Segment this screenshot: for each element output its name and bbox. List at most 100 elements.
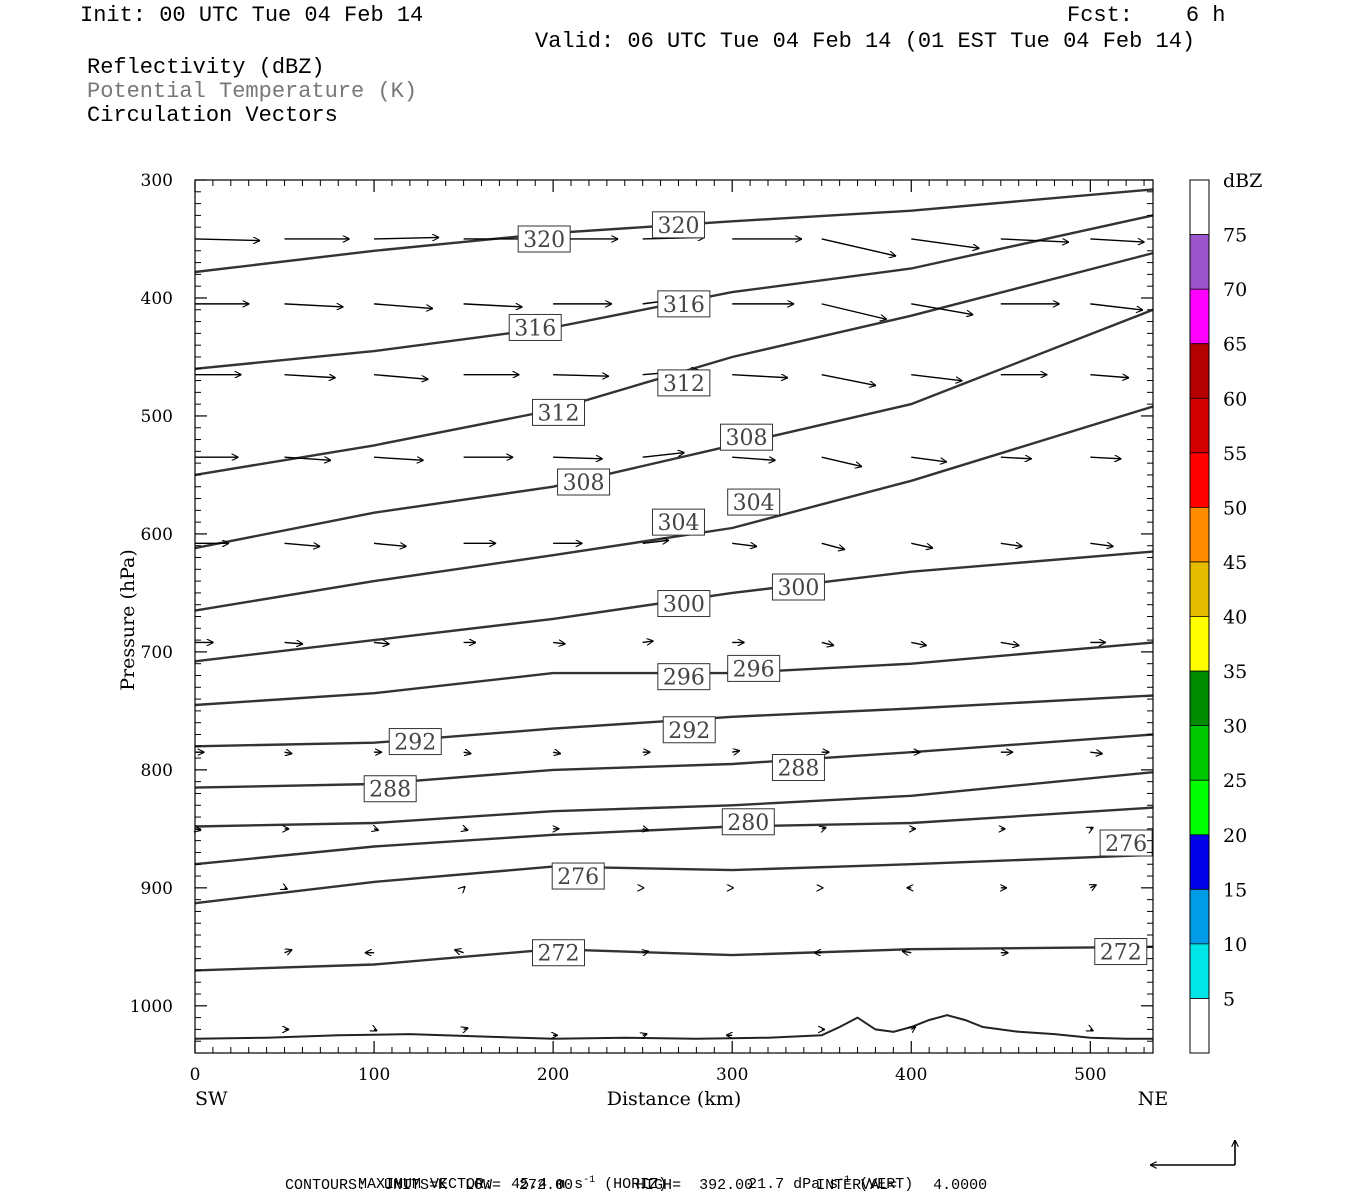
x-axis-label: Distance (km) [607, 1088, 742, 1110]
contour-label: 308 [726, 426, 768, 451]
circulation-vector [284, 457, 332, 460]
x-left-label: SW [195, 1088, 228, 1110]
circulation-vector [284, 543, 321, 546]
theta-contour-288 [194, 733, 1154, 789]
contour-label: 316 [663, 293, 705, 318]
colorbar-label: 20 [1223, 825, 1247, 847]
circulation-vector [553, 375, 609, 377]
colorbar-label: 50 [1223, 497, 1247, 519]
circulation-vector [553, 642, 565, 644]
circulation-vector [284, 375, 336, 378]
contour-label-box [771, 754, 825, 782]
circulation-vector [911, 542, 933, 548]
valid-time: Valid: 06 UTC Tue 04 Feb 14 (01 EST Tue … [535, 29, 1196, 54]
x-tick-label: 0 [190, 1065, 201, 1085]
scale-arrow-icon [1150, 1140, 1235, 1165]
contour-label-box [651, 508, 705, 536]
circulation-vector [732, 543, 757, 546]
x-tick-label: 200 [537, 1065, 569, 1085]
circulation-vector [1000, 642, 1020, 645]
circulation-vector [1000, 239, 1069, 242]
theta-contour-280 [194, 806, 1154, 866]
contour-label: 320 [523, 228, 565, 253]
contour-label: 296 [663, 666, 705, 691]
circulation-vector [911, 1026, 916, 1029]
contour-label: 280 [727, 811, 769, 836]
theta-contour-320 [194, 188, 1154, 274]
contour-label-box [771, 573, 825, 601]
circulation-vector [284, 304, 344, 307]
circulation-vector [1090, 752, 1102, 754]
contour-label: 316 [514, 316, 556, 341]
colorbar-segment [1190, 343, 1209, 399]
legend-reflectivity: Reflectivity (dBZ) [87, 55, 325, 80]
circulation-vector [373, 543, 407, 546]
circulation-vector [374, 1029, 377, 1032]
circulation-vector [284, 950, 293, 953]
circulation-vector [284, 642, 304, 644]
contour-label: 276 [1105, 832, 1147, 857]
contour-label-box [557, 468, 611, 496]
contour-label: 312 [538, 401, 580, 426]
colorbar-label: 60 [1223, 388, 1247, 410]
circulation-vector [732, 375, 788, 378]
theta-contour-284 [194, 771, 1154, 828]
circulation-vector [464, 886, 466, 888]
theta-contour-308 [194, 308, 1154, 550]
colorbar-unit: dBZ [1223, 170, 1262, 192]
footer-max-vector: MAXIMUM VECTOR: 45.4 m s-1 (HORIZ) 21.7 … [358, 1175, 914, 1193]
contour-label: 300 [663, 593, 705, 618]
contour-label: 312 [663, 372, 705, 397]
circulation-vector [374, 457, 424, 460]
circulation-vector [821, 238, 896, 256]
colorbar-label: 25 [1223, 770, 1247, 792]
theta-contour-292 [194, 694, 1154, 748]
colorbar-segment [1190, 561, 1209, 617]
circulation-vector [1000, 457, 1032, 459]
contour-label: 272 [1100, 941, 1142, 966]
contour-label-box [720, 423, 774, 451]
circulation-vector [1090, 457, 1121, 459]
colorbar-label: 65 [1223, 334, 1247, 356]
colorbar-label: 40 [1223, 607, 1247, 629]
colorbar-segment [1190, 507, 1209, 562]
forecast-hour: Fcst: 6 h [1067, 3, 1226, 28]
contour-label-box [508, 313, 562, 341]
x-tick-label: 300 [716, 1065, 748, 1085]
contour-label-box [657, 290, 711, 318]
y-tick-label: 500 [141, 407, 173, 427]
circulation-vector [911, 642, 927, 645]
circulation-vector [374, 829, 379, 831]
circulation-vector [464, 1028, 469, 1030]
circulation-vector [1090, 375, 1129, 378]
contour-label-box [1094, 938, 1148, 966]
circulation-vector [902, 951, 912, 953]
colorbar-label: 35 [1223, 661, 1247, 683]
circulation-vector [821, 303, 887, 320]
contour-label-box [662, 716, 716, 744]
circulation-vector [821, 542, 845, 549]
colorbar-segment [1190, 289, 1209, 344]
contour-label-box [657, 590, 711, 618]
circulation-vector [911, 456, 947, 462]
theta-contour-300 [194, 550, 1154, 663]
contour-label-box [657, 369, 711, 397]
colorbar-label: 55 [1223, 443, 1247, 465]
colorbar-segment [1190, 725, 1209, 781]
colorbar-segment [1190, 234, 1209, 290]
y-tick-label: 800 [141, 761, 173, 781]
colorbar-label: 70 [1223, 279, 1247, 301]
contour-label-box [1099, 829, 1153, 857]
circulation-vector [463, 304, 523, 307]
theta-contour-316 [194, 214, 1154, 370]
theta-contour-304 [194, 405, 1154, 612]
circulation-vector [194, 239, 260, 241]
legend-potential-temperature: Potential Temperature (K) [87, 79, 418, 104]
contour-label: 288 [777, 757, 819, 782]
contour-label: 308 [563, 471, 605, 496]
circulation-vector [373, 642, 390, 644]
y-tick-label: 300 [141, 171, 173, 191]
circulation-vector [284, 752, 293, 754]
colorbar-segment [1190, 943, 1209, 999]
